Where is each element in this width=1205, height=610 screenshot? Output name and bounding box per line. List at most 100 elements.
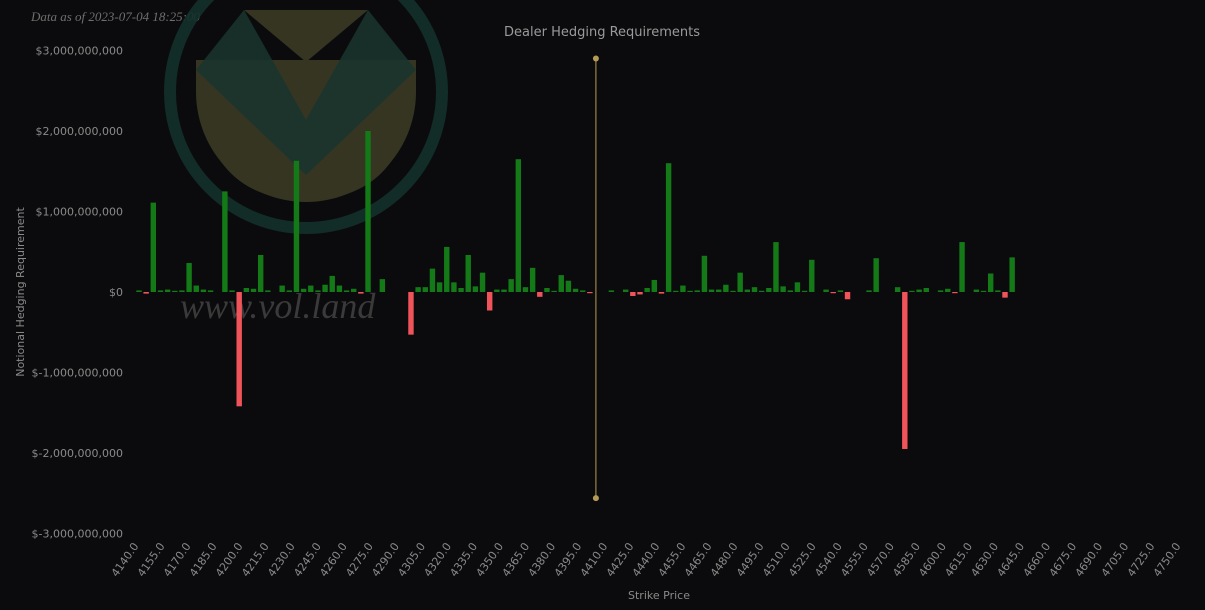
bar-strike-4295[interactable] xyxy=(358,292,364,294)
bar-strike-4390[interactable] xyxy=(494,289,500,292)
bar-strike-4470[interactable] xyxy=(608,290,615,292)
bar-strike-4255[interactable] xyxy=(300,288,307,292)
bar-strike-4300[interactable] xyxy=(365,131,371,292)
bar-strike-4635[interactable] xyxy=(844,292,851,300)
bar-strike-4425[interactable] xyxy=(544,287,550,292)
bar-strike-4190[interactable] xyxy=(207,290,214,292)
bar-strike-4225[interactable] xyxy=(257,254,264,292)
bar-strike-4205[interactable] xyxy=(229,290,235,292)
bar-strike-4650[interactable] xyxy=(866,290,872,292)
bar-strike-4435[interactable] xyxy=(558,275,564,292)
bar-strike-4340[interactable] xyxy=(422,287,428,292)
bar-strike-4175[interactable] xyxy=(186,263,192,292)
bar-strike-4280[interactable] xyxy=(336,285,343,292)
bar-strike-4245[interactable] xyxy=(286,290,292,292)
bar-strike-4735[interactable] xyxy=(987,273,994,292)
bar-strike-4565[interactable] xyxy=(744,289,751,292)
bar-strike-4335[interactable] xyxy=(415,287,421,292)
bar-strike-4620[interactable] xyxy=(823,289,829,292)
bar-strike-4585[interactable] xyxy=(773,242,779,292)
bar-strike-4560[interactable] xyxy=(737,272,743,292)
spot-marker-bottom-handle[interactable] xyxy=(592,495,599,502)
bar-strike-4700[interactable] xyxy=(937,290,944,292)
bar-strike-4510[interactable] xyxy=(665,163,672,292)
bar-strike-4520[interactable] xyxy=(680,285,686,292)
bar-strike-4605[interactable] xyxy=(801,290,808,292)
bar-strike-4285[interactable] xyxy=(343,290,350,292)
bar-strike-4750[interactable] xyxy=(1009,257,1015,292)
bar-strike-4485[interactable] xyxy=(630,292,636,297)
bar-strike-4395[interactable] xyxy=(501,289,507,292)
bar-strike-4385[interactable] xyxy=(486,292,493,311)
bar-strike-4220[interactable] xyxy=(250,288,257,292)
bar-strike-4330[interactable] xyxy=(408,292,414,335)
bar-strike-4405[interactable] xyxy=(515,159,522,292)
bar-strike-4590[interactable] xyxy=(780,286,786,292)
bar-strike-4730[interactable] xyxy=(980,290,987,292)
bar-strike-4180[interactable] xyxy=(193,285,199,292)
bar-strike-4490[interactable] xyxy=(637,292,643,295)
bar-strike-4675[interactable] xyxy=(902,292,908,449)
spot-marker[interactable] xyxy=(592,55,599,502)
bar-strike-4355[interactable] xyxy=(444,246,450,292)
bar-strike-4725[interactable] xyxy=(973,289,980,292)
bar-strike-4365[interactable] xyxy=(458,287,464,292)
bar-strike-4525[interactable] xyxy=(687,290,693,292)
bar-strike-4415[interactable] xyxy=(529,267,536,292)
bar-strike-4360[interactable] xyxy=(451,282,457,292)
bar-strike-4185[interactable] xyxy=(200,289,207,292)
bar-strike-4670[interactable] xyxy=(894,287,901,292)
bar-strike-4230[interactable] xyxy=(265,290,271,292)
bar-strike-4550[interactable] xyxy=(723,284,729,292)
bar-strike-4610[interactable] xyxy=(809,259,815,292)
bar-strike-4705[interactable] xyxy=(945,288,951,292)
bar-strike-4530[interactable] xyxy=(694,290,700,292)
bar-strike-4375[interactable] xyxy=(472,286,479,292)
bar-strike-4150[interactable] xyxy=(150,202,157,292)
bar-strike-4155[interactable] xyxy=(157,290,164,292)
bar-strike-4745[interactable] xyxy=(1002,292,1008,298)
bar-strike-4515[interactable] xyxy=(673,290,679,292)
bar-strike-4260[interactable] xyxy=(308,285,314,292)
bar-strike-4710[interactable] xyxy=(952,292,958,294)
bar-strike-4290[interactable] xyxy=(351,288,357,292)
bar-strike-4740[interactable] xyxy=(995,290,1001,292)
bar-strike-4145[interactable] xyxy=(143,292,149,294)
bar-strike-4210[interactable] xyxy=(236,292,242,407)
bar-strike-4370[interactable] xyxy=(465,254,471,292)
bar-strike-4350[interactable] xyxy=(436,282,443,292)
bar-strike-4625[interactable] xyxy=(830,292,836,294)
bar-strike-4655[interactable] xyxy=(873,258,879,292)
bar-strike-4595[interactable] xyxy=(787,290,793,292)
bar-strike-4165[interactable] xyxy=(172,290,178,292)
spot-marker-top-handle[interactable] xyxy=(592,55,599,62)
bar-strike-4430[interactable] xyxy=(551,290,557,292)
bar-strike-4715[interactable] xyxy=(959,242,965,292)
bar-strike-4690[interactable] xyxy=(923,287,929,292)
bar-strike-4680[interactable] xyxy=(909,290,915,292)
bar-strike-4265[interactable] xyxy=(315,290,321,292)
bar-strike-4480[interactable] xyxy=(622,289,629,292)
bar-strike-4345[interactable] xyxy=(429,268,436,292)
bar-strike-4630[interactable] xyxy=(837,290,844,292)
bar-strike-4540[interactable] xyxy=(708,289,715,292)
bar-strike-4380[interactable] xyxy=(479,272,486,292)
bar-strike-4445[interactable] xyxy=(572,288,579,292)
bar-strike-4570[interactable] xyxy=(751,287,758,292)
bar-strike-4170[interactable] xyxy=(179,290,185,292)
bar-strike-4600[interactable] xyxy=(794,282,801,292)
bar-strike-4400[interactable] xyxy=(508,279,514,292)
bar-strike-4535[interactable] xyxy=(701,255,708,292)
bar-strike-4410[interactable] xyxy=(522,287,529,292)
bar-strike-4200[interactable] xyxy=(222,191,228,293)
bar-strike-4685[interactable] xyxy=(916,289,922,292)
bar-strike-4505[interactable] xyxy=(658,292,665,294)
bar-strike-4270[interactable] xyxy=(322,284,328,292)
bar-strike-4160[interactable] xyxy=(164,289,171,292)
bar-strike-4555[interactable] xyxy=(730,290,736,292)
bar-strike-4575[interactable] xyxy=(758,290,765,292)
bar-strike-4450[interactable] xyxy=(580,290,586,292)
bar-strike-4500[interactable] xyxy=(651,279,657,292)
bar-strike-4250[interactable] xyxy=(293,160,300,292)
bar-strike-4140[interactable] xyxy=(136,290,142,292)
